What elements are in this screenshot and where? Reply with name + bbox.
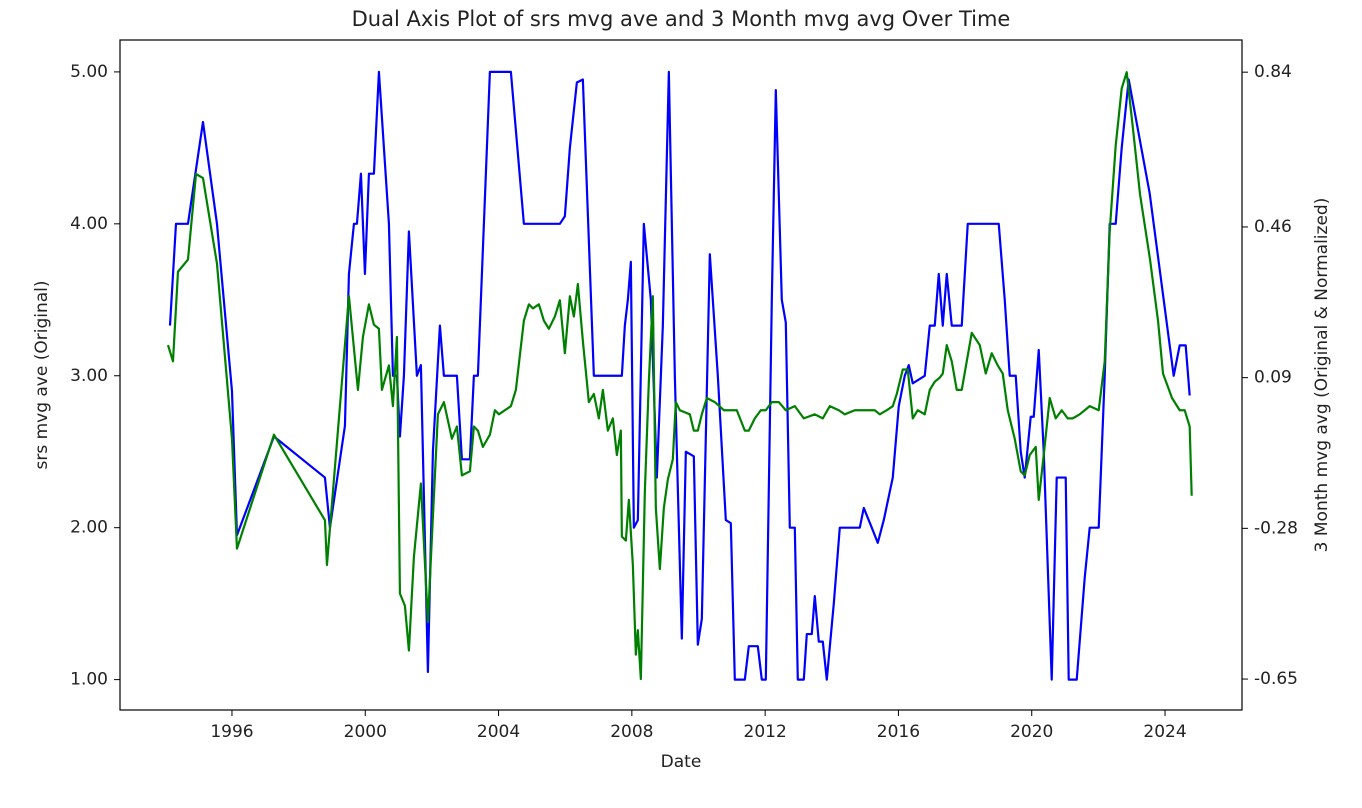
y2-tick-label: -0.28 — [1254, 518, 1298, 538]
y-tick-label: 1.00 — [70, 670, 108, 690]
plot-frame — [119, 39, 1243, 711]
y2-tick-label: 0.84 — [1254, 62, 1292, 82]
x-tick-label: 2012 — [744, 722, 787, 742]
y2-tick-label: 0.09 — [1254, 368, 1292, 388]
x-tick-label: 1996 — [210, 722, 253, 742]
y-tick-label: 5.00 — [70, 62, 108, 82]
y2-tick-label: 0.46 — [1254, 217, 1292, 237]
x-tick-label: 2008 — [610, 722, 653, 742]
x-tick-label: 2024 — [1143, 722, 1186, 742]
y-tick-label: 3.00 — [70, 366, 108, 386]
x-tick-label: 2004 — [477, 722, 520, 742]
y-tick-label: 4.00 — [70, 214, 108, 234]
y2-tick-label: -0.65 — [1254, 669, 1298, 689]
y-axis-label: srs mvg ave (Original) — [32, 280, 52, 469]
series-line — [168, 70, 1191, 681]
x-tick-label: 2000 — [344, 722, 387, 742]
y-tick-label: 2.00 — [70, 518, 108, 538]
x-axis-label: Date — [661, 752, 702, 772]
y2-axis-label: 3 Month mvg avg (Original & Normalized) — [1312, 198, 1332, 553]
x-tick-label: 2016 — [877, 722, 920, 742]
x-tick-label: 2020 — [1010, 722, 1053, 742]
series-line — [166, 71, 1193, 681]
chart-title: Dual Axis Plot of srs mvg ave and 3 Mont… — [352, 7, 1011, 31]
